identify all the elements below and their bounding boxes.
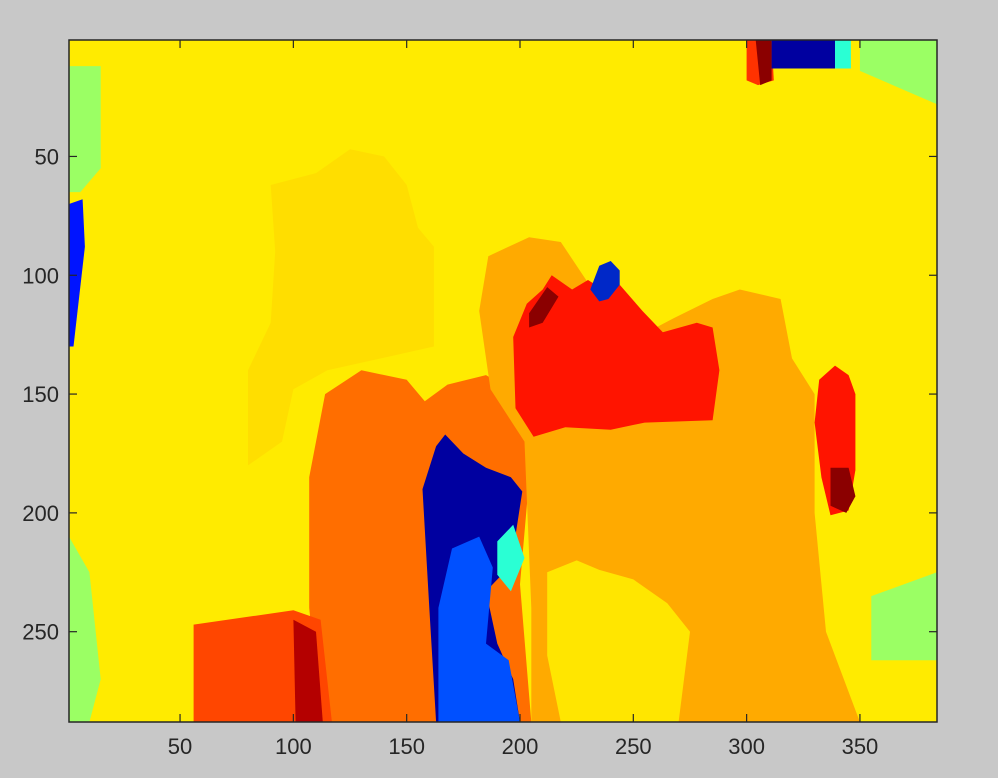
heatmap-region-top-navy-band [771, 40, 849, 69]
plot-area [68, 39, 938, 723]
x-tick-label: 50 [168, 734, 192, 759]
heatmap-regions [69, 40, 937, 722]
x-tick-label: 200 [502, 734, 539, 759]
y-tick-label: 50 [35, 144, 59, 169]
heatmap-region-right-edge-lower-green [871, 572, 937, 661]
heatmap-region-dark-red-stripe [293, 619, 323, 722]
y-tick-label: 200 [22, 501, 59, 526]
heatmap-region-upper-left-amber [248, 149, 434, 466]
y-tick-label: 100 [22, 263, 59, 288]
heatmap-region-central-cyan-sliver [497, 524, 525, 592]
heatmap-region-left-edge-lower-green [69, 536, 101, 722]
heatmap-region-right-edge-green [859, 40, 937, 105]
heatmap-region-upper-red-dark-edge [529, 287, 559, 328]
x-tick-label: 100 [275, 734, 312, 759]
x-tick-label: 150 [388, 734, 425, 759]
axis-ticks: 50 100 150 200 250 300 350 50 100 150 200 250 [22, 40, 937, 759]
heatmap-region-lower-yellow [547, 560, 690, 722]
y-tick-label: 150 [22, 382, 59, 407]
heatmap-region-navy-top-nub [590, 261, 620, 302]
heatmap-region-top-cyan-sliver [835, 40, 851, 69]
x-tick-label: 350 [842, 734, 879, 759]
x-tick-label: 250 [615, 734, 652, 759]
heatmap-region-left-edge-blue [69, 199, 85, 347]
heatmap-region-top-dark-red [755, 40, 772, 86]
heatmap-region-upper-red-blob [513, 275, 720, 437]
heatmap-region-left-edge-green [69, 66, 101, 193]
x-tick-label: 300 [728, 734, 765, 759]
axes-frame [68, 39, 938, 723]
heatmap-region-central-blue-column [438, 536, 520, 722]
y-tick-label: 250 [22, 620, 59, 645]
heatmap-region-right-dark-red [830, 467, 856, 513]
